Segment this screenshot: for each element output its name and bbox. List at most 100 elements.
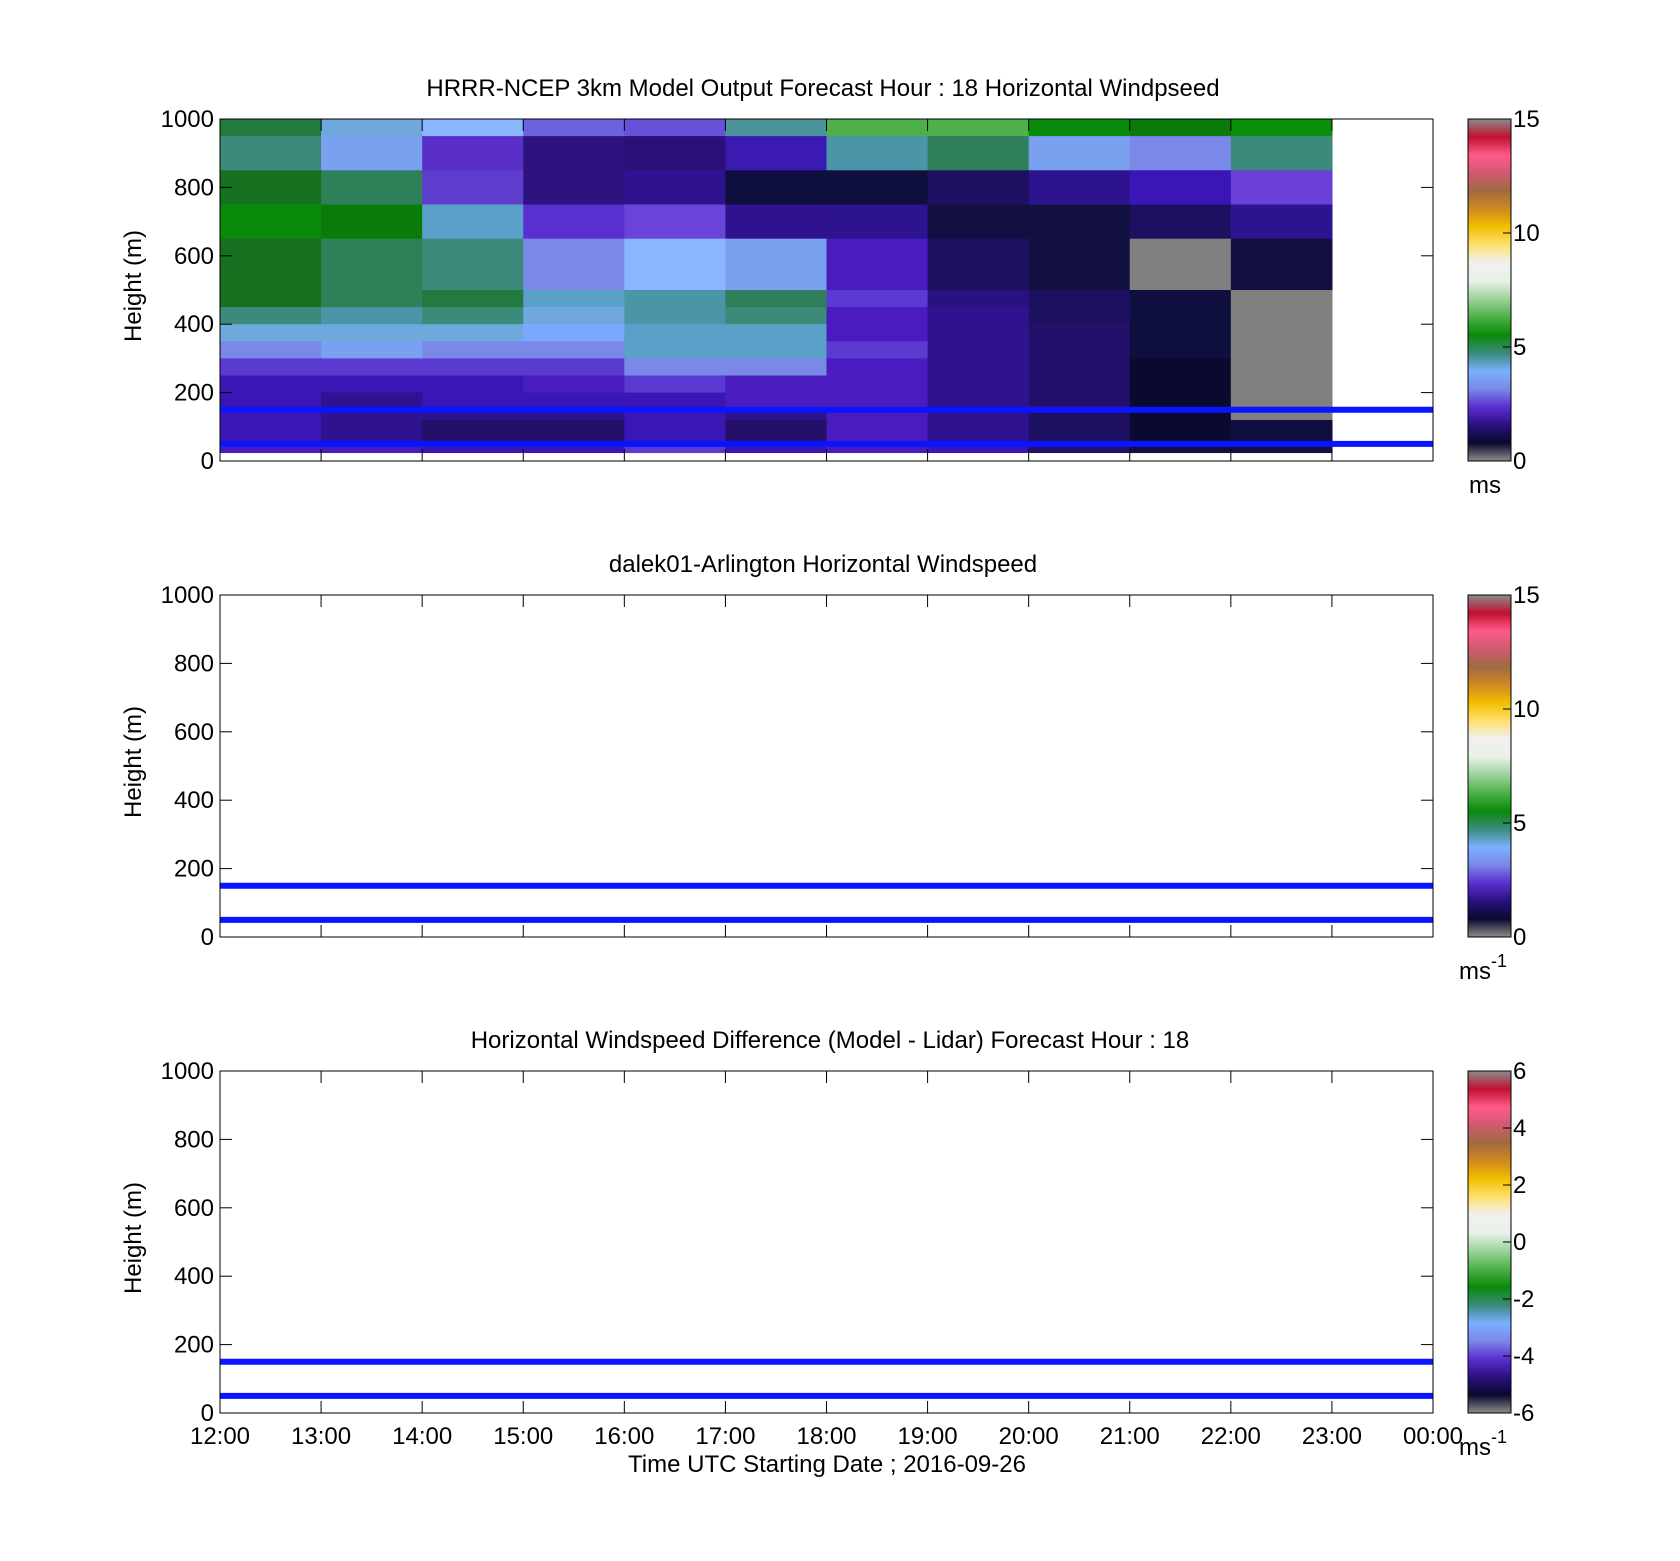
heatmap-cell bbox=[1129, 204, 1232, 240]
heatmap-cell bbox=[422, 358, 524, 377]
heatmap-cell bbox=[1230, 238, 1333, 291]
panel-model-plot: 0 200 400 600 800 1000 bbox=[161, 106, 1434, 475]
heatmap-cell bbox=[1230, 204, 1333, 240]
heatmap-cell bbox=[624, 358, 727, 377]
heatmap-cell bbox=[1028, 136, 1131, 171]
colorbar-tick-label: 6 bbox=[1513, 1058, 1526, 1085]
x-tick-label: 13:00 bbox=[291, 1423, 351, 1450]
heatmap-cell bbox=[725, 341, 828, 359]
y-tick-label: 600 bbox=[174, 719, 214, 746]
panel-difference-colorbar-unit: ms-1 bbox=[1459, 1427, 1507, 1461]
heatmap-cell bbox=[927, 375, 1030, 394]
panel-model-ylabel: Height (m) bbox=[120, 230, 147, 342]
heatmap-cell bbox=[523, 204, 625, 240]
heatmap-cell bbox=[624, 324, 727, 342]
heatmap-cell bbox=[725, 119, 828, 137]
heatmap-cell bbox=[725, 358, 828, 377]
heatmap-cell bbox=[523, 170, 625, 206]
heatmap-cell bbox=[1230, 375, 1333, 394]
heatmap-cell bbox=[826, 238, 929, 291]
heatmap-cell bbox=[826, 392, 929, 411]
heatmap-cell bbox=[422, 324, 524, 342]
heatmap-cell bbox=[1129, 419, 1232, 445]
y-tick-label: 800 bbox=[174, 650, 214, 677]
y-tick-label: 200 bbox=[174, 856, 214, 883]
heatmap-cell bbox=[725, 375, 828, 394]
heatmap-cell bbox=[624, 307, 727, 325]
heatmap-cell bbox=[1230, 341, 1333, 359]
heatmap-cell bbox=[220, 290, 322, 308]
heatmap-cell bbox=[422, 290, 524, 308]
panel-model-colorbar-unit: ms bbox=[1469, 472, 1501, 499]
y-tick-label: 0 bbox=[201, 1400, 214, 1427]
x-tick-label: 17:00 bbox=[695, 1423, 755, 1450]
heatmap-cell bbox=[220, 307, 322, 325]
heatmap-cell bbox=[321, 409, 423, 421]
panel-difference-colorbar: -6 -4 -2 0 2 4 6 bbox=[1467, 1058, 1534, 1427]
panel-lidar: dalek01-Arlington Horizontal Windspeed H… bbox=[120, 551, 1540, 985]
heatmap-cell bbox=[826, 443, 929, 454]
heatmap-cell bbox=[321, 136, 423, 171]
panel-difference-plot: 0 200 400 600 800 1000 12:00 13:00 14:00 15:00 16:… bbox=[161, 1058, 1463, 1450]
panel-difference: Horizontal Windspeed Difference (Model -… bbox=[120, 1027, 1534, 1478]
heatmap-cell bbox=[927, 136, 1030, 171]
heatmap-cell bbox=[624, 238, 727, 291]
heatmap-cell bbox=[1129, 307, 1232, 325]
heatmap-cell bbox=[1230, 119, 1333, 137]
heatmap-cell bbox=[321, 290, 423, 308]
colorbar-tick-label: 15 bbox=[1513, 106, 1540, 133]
panel-lidar-colorbar-unit: ms-1 bbox=[1459, 951, 1507, 985]
heatmap-cell bbox=[826, 419, 929, 445]
heatmap-cell bbox=[1028, 170, 1131, 206]
heatmap-cell bbox=[422, 409, 524, 421]
panel-difference-xlabel: Time UTC Starting Date ; 2016-09-26 bbox=[628, 1451, 1026, 1478]
y-tick-label: 400 bbox=[174, 787, 214, 814]
heatmap-cell bbox=[422, 419, 524, 445]
heatmap-cell bbox=[321, 341, 423, 359]
heatmap-cell bbox=[1129, 238, 1232, 291]
colorbar-tick-label: 2 bbox=[1513, 1172, 1526, 1199]
x-tick-label: 20:00 bbox=[999, 1423, 1059, 1450]
heatmap-cell bbox=[1028, 307, 1131, 325]
heatmap-cell bbox=[826, 307, 929, 325]
heatmap-cell bbox=[725, 290, 828, 308]
heatmap-cell bbox=[422, 136, 524, 171]
colorbar-tick-label: 10 bbox=[1513, 696, 1540, 723]
panel-lidar-colorbar: 0 5 10 15 bbox=[1467, 582, 1540, 951]
heatmap-cell bbox=[1129, 341, 1232, 359]
heatmap-cell bbox=[422, 375, 524, 394]
heatmap-cell bbox=[523, 375, 625, 394]
y-tick-label: 0 bbox=[201, 448, 214, 475]
heatmap-cell bbox=[523, 358, 625, 377]
heatmap-cell bbox=[321, 419, 423, 445]
y-tick-label: 1000 bbox=[161, 582, 214, 609]
heatmap-cell bbox=[321, 238, 423, 291]
heatmap-cell bbox=[725, 238, 828, 291]
heatmap-cell bbox=[321, 375, 423, 394]
heatmap-cell bbox=[927, 170, 1030, 206]
heatmap-cell bbox=[927, 324, 1030, 342]
heatmap-cell bbox=[927, 392, 1030, 411]
heatmap-cell bbox=[826, 409, 929, 421]
colorbar-tick-label: 5 bbox=[1513, 810, 1526, 837]
heatmap-cell bbox=[1129, 119, 1232, 137]
heatmap-cell bbox=[725, 136, 828, 171]
y-tick-label: 200 bbox=[174, 1332, 214, 1359]
heatmap-cell bbox=[624, 119, 727, 137]
heatmap-cell bbox=[321, 443, 423, 454]
heatmap-cell bbox=[927, 290, 1030, 308]
heatmap-cell bbox=[1129, 358, 1232, 377]
heatmap-cell bbox=[220, 409, 322, 421]
heatmap-cell bbox=[220, 375, 322, 394]
heatmap-cell bbox=[624, 204, 727, 240]
heatmap-cell bbox=[1028, 290, 1131, 308]
colorbar-tick-label: -4 bbox=[1513, 1343, 1534, 1370]
heatmap-cell bbox=[624, 419, 727, 445]
heatmap-cell bbox=[321, 324, 423, 342]
heatmap-cell bbox=[422, 392, 524, 411]
heatmap-cell bbox=[1028, 119, 1131, 137]
heatmap-cell bbox=[624, 170, 727, 206]
heatmap-cell bbox=[422, 307, 524, 325]
heatmap-cell bbox=[1230, 392, 1333, 411]
